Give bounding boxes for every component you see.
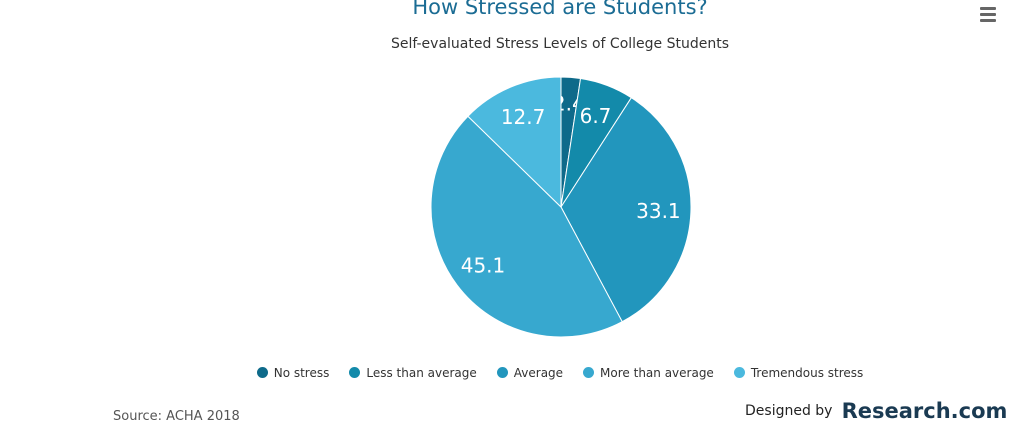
legend-item-tremendous-stress[interactable]: Tremendous stress <box>733 366 864 380</box>
legend-item-more-than-average[interactable]: More than average <box>583 366 714 380</box>
source-note: Source: ACHA 2018 <box>113 409 240 424</box>
legend-item-less-than-average[interactable]: Less than average <box>349 366 477 380</box>
legend-marker <box>583 367 595 378</box>
pie-slice-average[interactable] <box>560 96 692 323</box>
hamburger-menu-icon[interactable] <box>976 4 1000 24</box>
legend-label: No stress <box>273 366 330 380</box>
pie-slice-tremendous-stress[interactable] <box>467 76 562 209</box>
data-label-more-than-average: 45.1 <box>461 254 506 278</box>
designed-by-credit: Designed by Research.com <box>745 399 1007 423</box>
legend-label: Tremendous stress <box>750 366 864 380</box>
credit-prefix: Designed by <box>745 403 833 419</box>
pie-slice-more-than-average[interactable] <box>430 115 623 338</box>
chart-subtitle: Self-evaluated Stress Levels of College … <box>390 36 730 52</box>
legend-label: Less than average <box>366 366 477 380</box>
legend-marker <box>496 367 508 378</box>
legend-item-average[interactable]: Average <box>496 366 564 380</box>
data-label-tremendous-stress: 12.7 <box>501 105 546 129</box>
legend-label: More than average <box>600 366 714 380</box>
legend-label: Average <box>513 366 564 380</box>
data-label-less-than-average: 6.7 <box>580 104 612 128</box>
chart-title: How Stressed are Students? <box>412 0 708 19</box>
legend-marker <box>349 367 361 378</box>
legend-item-no-stress[interactable]: No stress <box>256 366 330 380</box>
chart-legend: No stress Less than average Average More th… <box>0 366 1020 380</box>
legend-marker <box>256 367 268 378</box>
data-label-average: 33.1 <box>636 199 681 223</box>
legend-marker <box>733 367 745 378</box>
research-com-logo[interactable]: Research.com <box>841 399 1008 423</box>
